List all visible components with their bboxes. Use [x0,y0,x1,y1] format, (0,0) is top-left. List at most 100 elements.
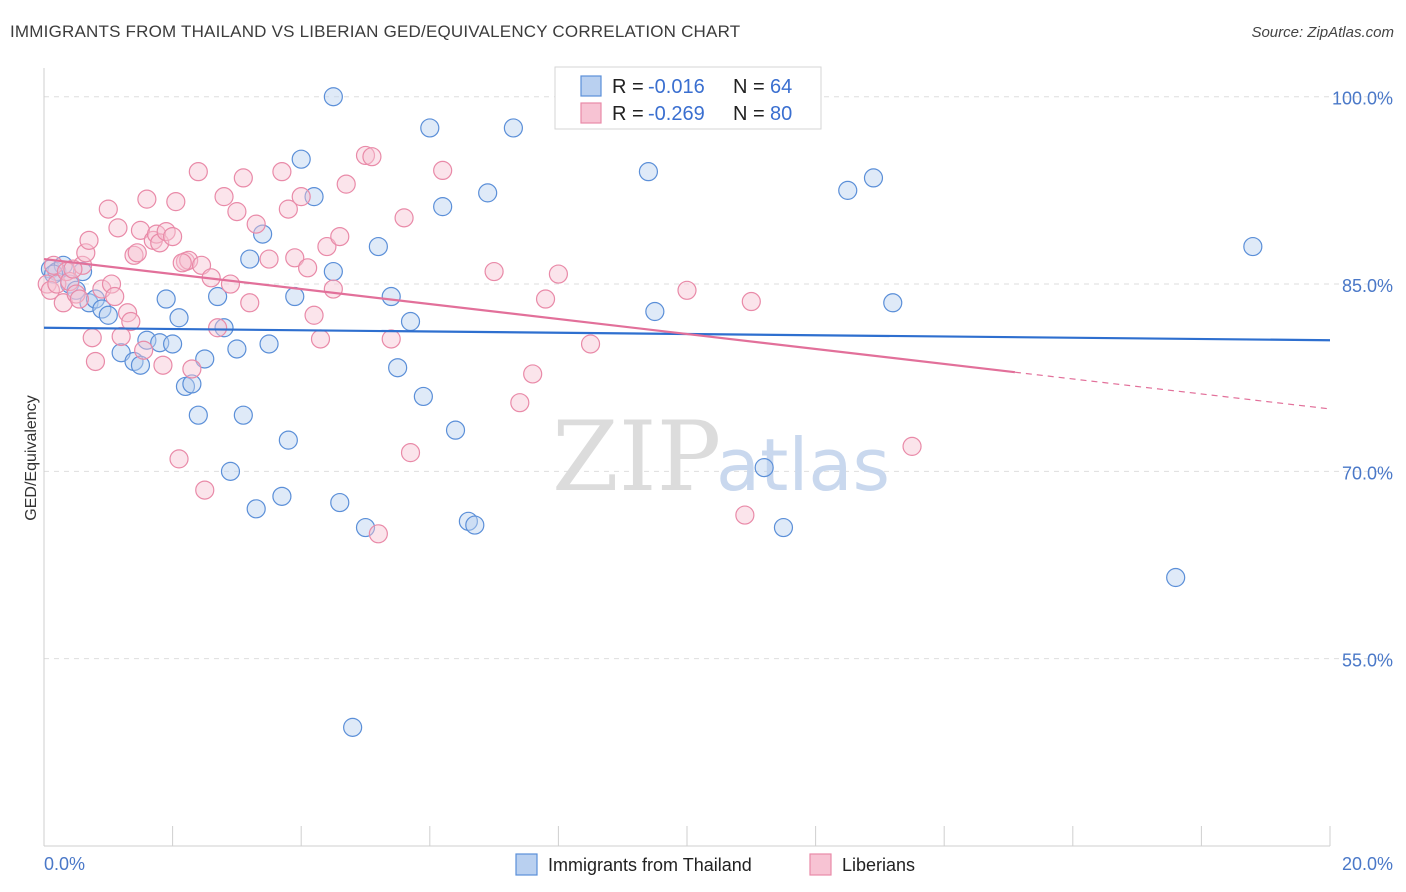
data-point [121,311,141,332]
data-point [233,168,253,188]
legend-n-value-2: 80 [770,103,792,125]
data-point [272,162,292,182]
data-point [368,236,388,257]
y-tick-label: 100.0% [1332,89,1393,109]
y-tick-label: 85.0% [1342,276,1393,296]
data-point [1166,567,1186,588]
y-tick-label: 70.0% [1342,463,1393,483]
data-point [773,517,794,538]
data-point [105,286,125,307]
x-tick-label: 0.0% [44,854,85,874]
data-point [838,180,858,200]
data-point [137,189,157,209]
data-point [388,358,408,378]
data-point [503,118,523,138]
data-point [259,334,279,354]
data-point [317,236,337,257]
data-point [240,249,260,269]
data-point [413,386,433,407]
watermark-atlas: atlas [716,423,890,507]
data-point [240,293,260,313]
legend-r-value-1: -0.016 [648,76,705,98]
data-point [188,162,208,182]
data-point [285,286,305,307]
data-point [433,160,453,181]
data-point [163,334,183,354]
bottom-legend-swatch-thailand [515,853,538,876]
data-point [220,461,241,481]
data-point [754,458,774,478]
data-point [98,305,118,325]
data-point [278,199,298,219]
data-point [227,202,247,222]
bottom-legend-label-liberians: Liberians [842,855,915,875]
data-point [172,253,192,273]
series-liberians-points [37,145,922,544]
data-point [677,280,697,300]
data-point [188,405,208,425]
source-label: Source: ZipAtlas.com [1251,24,1394,41]
data-point [208,318,228,338]
data-point [127,243,147,263]
data-point [330,226,350,247]
data-point [79,230,99,250]
watermark-zip: ZIP [552,401,721,513]
y-tick-label: 55.0% [1342,651,1393,671]
data-point [484,261,504,282]
x-tick-label: 20.0% [1342,854,1393,874]
bottom-legend-label-thailand: Immigrants from Thailand [548,855,752,875]
data-point [195,349,215,369]
legend-r-value-2: -0.269 [648,103,705,125]
data-point [381,286,401,307]
data-point [304,305,324,325]
data-point [883,293,903,313]
legend-n-label-2: N = [733,103,765,125]
data-point [153,355,173,375]
data-point [291,187,311,207]
data-point [156,222,176,242]
trend-lines [43,257,1331,410]
data-point [130,220,151,240]
legend: R = -0.016 N = 64 R = -0.269 N = 80 [554,66,822,130]
data-point [76,243,96,263]
data-point [69,289,89,309]
data-point [394,208,414,228]
data-point [580,334,601,354]
data-point [60,271,80,292]
data-point [735,505,755,525]
data-point [645,301,665,322]
data-point [362,147,382,167]
data-point [253,224,273,244]
data-point [465,515,485,535]
data-point [130,355,151,375]
data-point [535,289,556,309]
data-point [741,291,761,312]
data-point [108,218,128,238]
data-point [272,486,292,506]
data-point [323,87,343,107]
data-point [400,443,421,463]
data-point [523,364,543,384]
data-point [208,286,228,307]
legend-r-label-2: R = [612,103,644,125]
data-point [182,374,202,394]
data-point [98,199,118,219]
bottom-legend-swatch-liberians [809,853,832,876]
data-point [1243,236,1263,257]
trend-line-dashed [1014,371,1331,410]
data-point [227,339,247,359]
data-point [323,261,343,282]
data-point [214,187,234,207]
data-point [291,149,311,169]
data-point [310,329,331,349]
legend-swatch-liberians [580,102,602,124]
data-point [246,499,266,519]
data-point [638,162,659,182]
data-point [163,226,183,247]
data-point [368,524,388,544]
x-tick-labels: 0.0% 20.0% [44,854,1393,874]
legend-n-label-1: N = [733,76,765,98]
trend-line-solid [43,257,1016,374]
data-point [220,274,241,294]
